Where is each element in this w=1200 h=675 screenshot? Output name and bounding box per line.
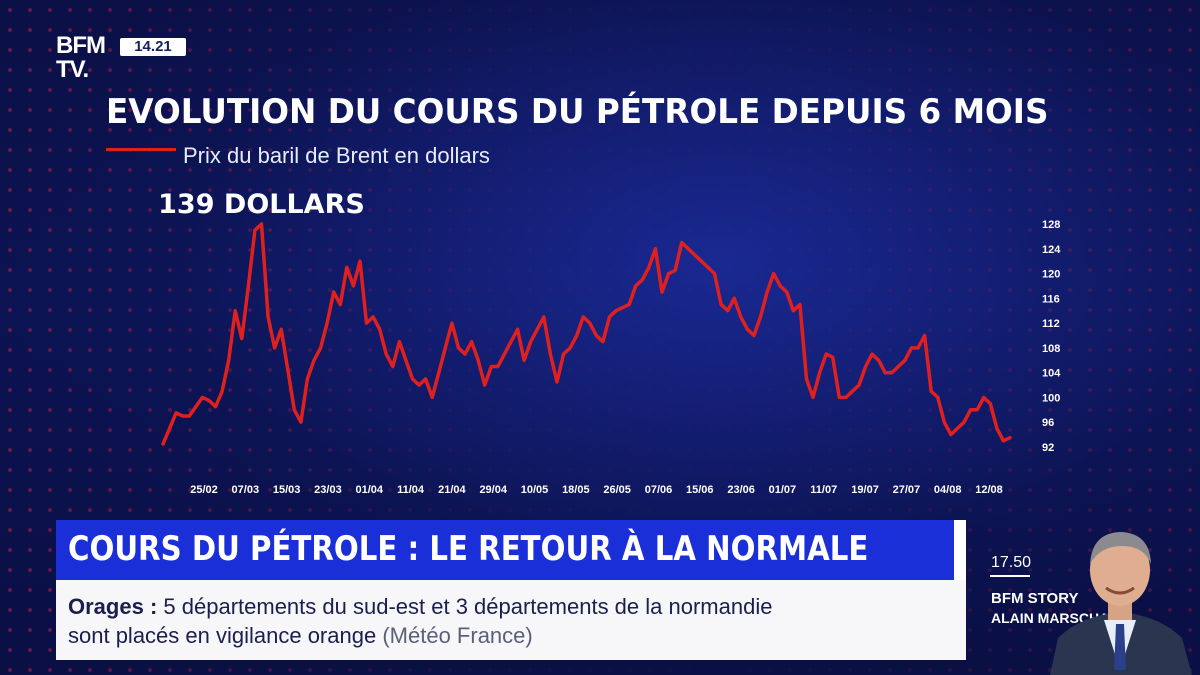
x-tick-label: 27/07 bbox=[893, 484, 921, 496]
x-tick-label: 26/05 bbox=[603, 484, 631, 496]
peak-annotation: 139 DOLLARS bbox=[158, 189, 365, 220]
legend-swatch bbox=[106, 148, 176, 151]
ticker-separator: : bbox=[149, 594, 158, 619]
headline-banner: COURS DU PÉTROLE : LE RETOUR À LA NORMAL… bbox=[56, 520, 966, 580]
next-show-time: 17.50 bbox=[991, 554, 1032, 571]
chart-title: EVOLUTION DU COURS DU PÉTROLE DEPUIS 6 M… bbox=[106, 92, 1049, 132]
y-tick-label: 124 bbox=[1042, 244, 1061, 256]
divider bbox=[990, 575, 1030, 577]
y-tick-label: 108 bbox=[1042, 343, 1060, 355]
x-tick-label: 11/04 bbox=[397, 484, 425, 496]
x-tick-label: 11/07 bbox=[810, 484, 837, 496]
ticker-source: (Météo France) bbox=[382, 623, 533, 648]
x-tick-label: 19/07 bbox=[851, 484, 879, 496]
presenter-portrait bbox=[1050, 532, 1192, 675]
x-tick-label: 10/05 bbox=[521, 484, 549, 496]
x-tick-label: 07/06 bbox=[645, 484, 673, 496]
y-tick-label: 92 bbox=[1042, 442, 1054, 454]
y-tick-label: 116 bbox=[1042, 293, 1060, 305]
ticker-text-1: 5 départements du sud-est et 3 départeme… bbox=[163, 594, 773, 619]
x-tick-label: 15/06 bbox=[686, 484, 714, 496]
y-tick-label: 112 bbox=[1042, 318, 1060, 330]
x-tick-label: 01/07 bbox=[769, 484, 797, 496]
x-tick-label: 23/03 bbox=[314, 484, 342, 496]
clock-badge: 14.21 bbox=[120, 38, 186, 56]
x-tick-label: 18/05 bbox=[562, 484, 590, 496]
x-tick-label: 25/02 bbox=[190, 484, 218, 496]
news-ticker: Orages : 5 départements du sud-est et 3 … bbox=[56, 580, 966, 660]
y-tick-label: 96 bbox=[1042, 417, 1054, 429]
show-name: BFM STORY bbox=[991, 590, 1079, 607]
ticker-line-1: Orages : 5 départements du sud-est et 3 … bbox=[68, 594, 772, 620]
x-tick-label: 23/06 bbox=[727, 484, 755, 496]
x-tick-label: 29/04 bbox=[479, 484, 507, 496]
logo-line2: TV. bbox=[56, 56, 89, 83]
series-line bbox=[161, 222, 1012, 446]
ticker-label: Orages bbox=[68, 594, 144, 619]
x-tick-label: 07/03 bbox=[232, 484, 260, 496]
x-tick-label: 15/03 bbox=[273, 484, 301, 496]
x-tick-label: 12/08 bbox=[975, 484, 1003, 496]
y-tick-label: 128 bbox=[1042, 219, 1060, 231]
ticker-text-2: sont placés en vigilance orange bbox=[68, 623, 377, 648]
headline-text: COURS DU PÉTROLE : LE RETOUR À LA NORMAL… bbox=[68, 529, 869, 569]
ticker-line-2: sont placés en vigilance orange (Météo F… bbox=[68, 623, 533, 649]
x-tick-label: 21/04 bbox=[438, 484, 466, 496]
channel-logo: BFM TV. bbox=[56, 32, 106, 83]
y-tick-label: 120 bbox=[1042, 269, 1060, 281]
x-tick-label: 01/04 bbox=[355, 484, 383, 496]
y-tick-label: 100 bbox=[1042, 392, 1060, 404]
legend-label: Prix du baril de Brent en dollars bbox=[183, 143, 490, 168]
x-tick-label: 04/08 bbox=[934, 484, 962, 496]
y-tick-label: 104 bbox=[1042, 368, 1061, 380]
headline-background: COURS DU PÉTROLE : LE RETOUR À LA NORMAL… bbox=[56, 520, 954, 580]
logo-line1: BFM bbox=[56, 32, 106, 59]
